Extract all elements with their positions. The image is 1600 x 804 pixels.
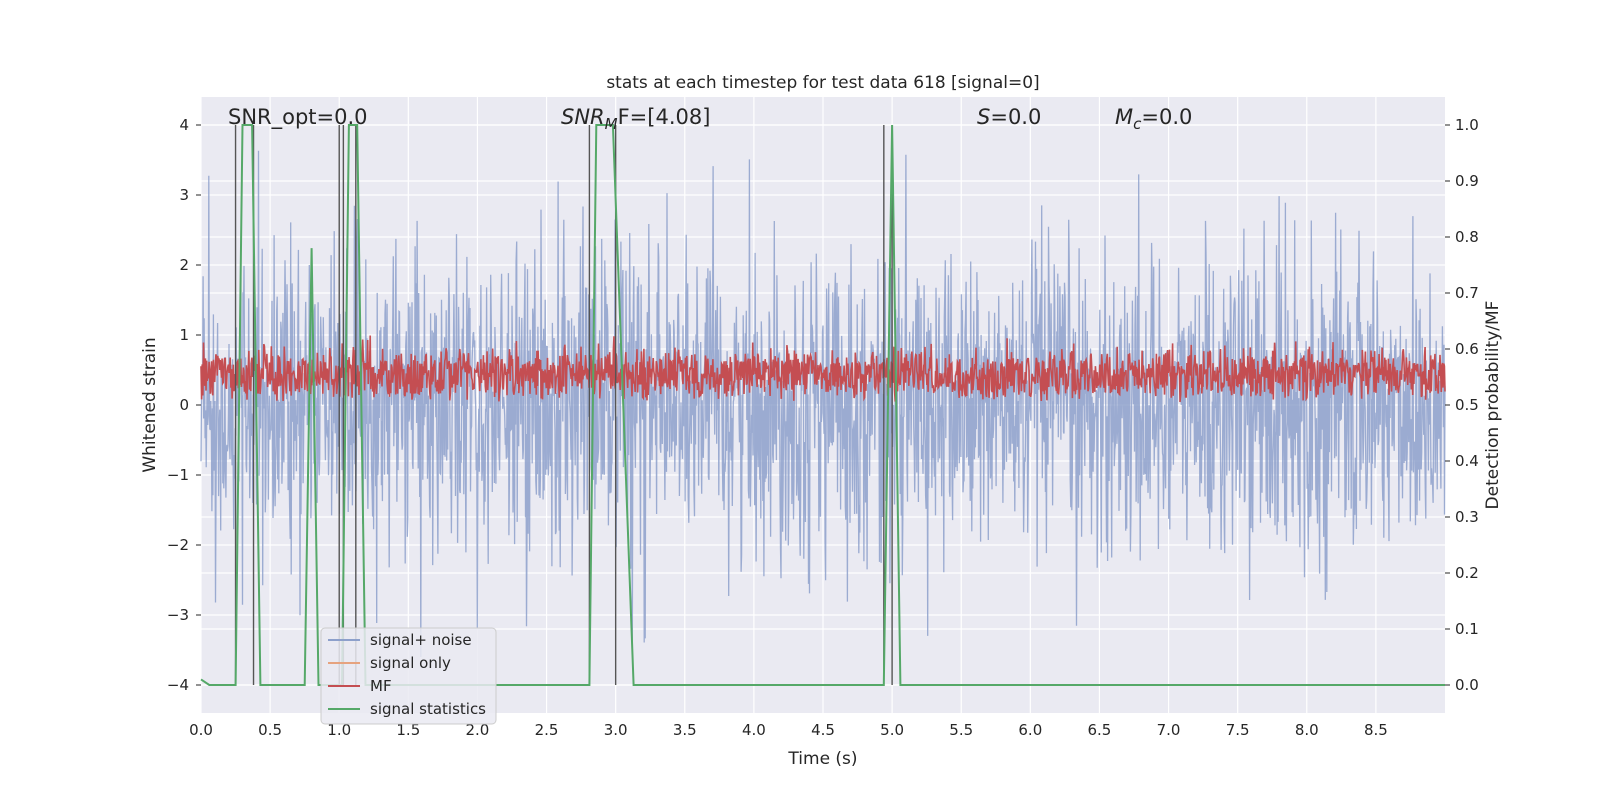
x-tick-label: 8.5 — [1364, 721, 1388, 739]
y-right-tick-label: 0.8 — [1455, 228, 1479, 246]
annotation-snr-mf-sub: M — [605, 115, 618, 133]
annotation-mc-rest: =0.0 — [1141, 105, 1192, 129]
x-tick-label: 5.0 — [880, 721, 904, 739]
series-signal-noise — [200, 150, 1446, 658]
y-left-tick-label: 3 — [179, 186, 189, 204]
x-tick-label: 4.0 — [742, 721, 766, 739]
y-right-tick-label: 0.9 — [1455, 172, 1479, 190]
x-tick-labels: 0.0 0.5 1.0 1.5 2.0 2.5 3.0 3.5 4.0 4.5 5.0 5.5 6.0 6… — [189, 721, 1388, 739]
annotation-snr-mf: SNRMF=[4.08] — [561, 105, 710, 133]
x-tick-label: 7.0 — [1157, 721, 1181, 739]
y-left-tick-label: 4 — [179, 116, 189, 134]
annotation-mc-sub: c — [1133, 115, 1142, 133]
y-right-tick-label: 0.7 — [1455, 284, 1479, 302]
x-tick-label: 5.5 — [949, 721, 973, 739]
legend: signal+ noise signal only MF signal stat… — [320, 627, 497, 725]
x-tick-label: 6.0 — [1018, 721, 1042, 739]
x-axis-label: Time (s) — [787, 749, 857, 769]
y-right-axis-label: Detection probability/MF — [1483, 301, 1503, 510]
y-right-tick-label: 0.5 — [1455, 396, 1479, 414]
legend-label-signal-only: signal only — [370, 654, 451, 672]
x-tick-label: 2.5 — [535, 721, 559, 739]
mf-line — [200, 335, 1446, 403]
series-mf — [200, 335, 1446, 403]
annotation-mc: Mc=0.0 — [1115, 105, 1192, 133]
x-tick-label: 1.5 — [396, 721, 420, 739]
chart-title: stats at each timestep for test data 618… — [606, 73, 1039, 93]
y-left-tick-labels: −4 −3 −2 −1 0 1 2 3 4 — [167, 116, 201, 694]
annotation-s-rest: =0.0 — [990, 105, 1041, 129]
x-tick-label: 1.0 — [327, 721, 351, 739]
legend-label-mf: MF — [370, 677, 392, 695]
annotation-mc-main: M — [1115, 105, 1133, 129]
x-tick-label: 2.0 — [466, 721, 490, 739]
legend-label-signal-statistics: signal statistics — [370, 700, 486, 718]
y-right-tick-label: 0.2 — [1455, 564, 1479, 582]
y-left-tick-label: −3 — [167, 606, 189, 624]
legend-box — [320, 627, 497, 725]
x-tick-label: 6.5 — [1088, 721, 1112, 739]
y-right-tick-label: 0.3 — [1455, 508, 1479, 526]
x-tick-label: 3.0 — [604, 721, 628, 739]
signal-statistics-line — [200, 124, 1445, 686]
y-right-tick-label: 1.0 — [1455, 116, 1479, 134]
y-left-tick-label: −4 — [167, 676, 189, 694]
x-tick-label: 0.0 — [189, 721, 213, 739]
x-tick-label: 8.0 — [1295, 721, 1319, 739]
signal-noise-line — [200, 150, 1446, 658]
y-right-tick-label: 0.6 — [1455, 340, 1479, 358]
y-left-tick-label: 1 — [179, 326, 189, 344]
y-left-tick-label: 2 — [179, 256, 189, 274]
y-right-tick-label: 0.1 — [1455, 620, 1479, 638]
x-tick-label: 7.5 — [1226, 721, 1250, 739]
series-signal-statistics — [200, 124, 1445, 686]
y-left-axis-label: Whitened strain — [140, 337, 160, 472]
y-left-tick-label: 0 — [179, 396, 189, 414]
x-tick-label: 4.5 — [811, 721, 835, 739]
annotation-s: S=0.0 — [977, 105, 1041, 129]
annotation-snr-opt: SNR_opt=0.0 — [228, 105, 368, 130]
legend-label-signal-noise: signal+ noise — [370, 631, 472, 649]
x-tick-label: 0.5 — [258, 721, 282, 739]
annotation-s-main: S — [977, 105, 990, 129]
y-left-tick-label: −2 — [167, 536, 189, 554]
y-right-tick-label: 0.4 — [1455, 452, 1479, 470]
y-left-tick-label: −1 — [167, 466, 189, 484]
y-right-tick-labels: 0.0 0.1 0.2 0.3 0.4 0.5 0.6 0.7 0.8 0.9 1.0 — [1445, 116, 1479, 694]
x-tick-label: 3.5 — [673, 721, 697, 739]
y-right-tick-label: 0.0 — [1455, 676, 1479, 694]
annotation-snr-mf-rest: F=[4.08] — [618, 105, 711, 129]
annotation-snr-mf-main: SNR — [561, 105, 605, 129]
